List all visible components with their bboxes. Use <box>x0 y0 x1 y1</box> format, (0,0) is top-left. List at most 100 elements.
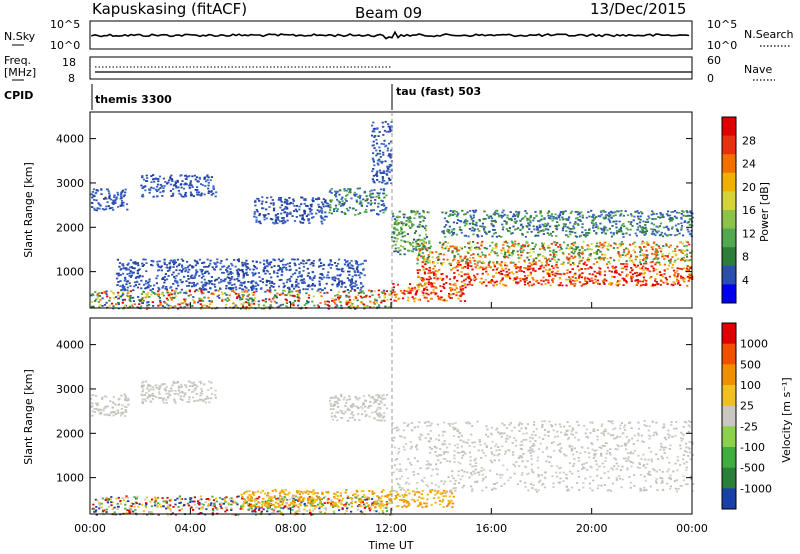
echo-cell <box>179 306 182 309</box>
echo-cell <box>553 259 556 262</box>
echo-cell <box>91 402 94 405</box>
echo-cell <box>425 236 429 238</box>
echo-cell <box>379 156 382 158</box>
echo-cell <box>436 277 439 280</box>
echo-cell <box>624 254 627 257</box>
echo-cell <box>302 221 305 224</box>
echo-cell <box>257 272 260 274</box>
echo-cell <box>615 210 619 212</box>
echo-cell <box>530 230 533 233</box>
colorbar-tick-label: 28 <box>742 134 756 147</box>
echo-cell <box>418 251 421 254</box>
echo-cell <box>635 284 638 286</box>
echo-cell <box>585 233 589 236</box>
echo-cell <box>212 187 215 189</box>
echo-cell <box>345 260 348 263</box>
echo-cell <box>445 276 448 279</box>
echo-cell <box>512 243 515 246</box>
echo-cell <box>594 222 598 224</box>
echo-cell <box>224 278 227 281</box>
echo-cell <box>124 188 127 191</box>
echo-cell <box>687 273 691 276</box>
echo-cell <box>572 263 576 266</box>
echo-cell <box>123 279 126 282</box>
echo-cell <box>527 259 530 261</box>
echo-cell <box>478 267 481 270</box>
echo-cell <box>120 408 123 410</box>
echo-cell <box>453 277 456 280</box>
echo-cell <box>117 281 120 283</box>
echo-cell <box>459 255 462 258</box>
echo-cell <box>303 304 306 306</box>
echo-cell <box>417 298 420 301</box>
echo-cell <box>220 503 223 506</box>
echo-cell <box>584 280 587 282</box>
echo-cell <box>238 279 241 282</box>
echo-cell <box>174 381 177 384</box>
echo-cell <box>286 207 289 210</box>
echo-cell <box>174 185 177 187</box>
echo-cell <box>393 223 396 225</box>
echo-cell <box>595 242 599 245</box>
echo-cell <box>569 280 572 283</box>
echo-cell <box>386 298 389 301</box>
echo-cell <box>311 271 314 273</box>
echo-cell <box>378 149 382 152</box>
echo-cell <box>303 209 306 212</box>
echo-cell <box>298 208 301 211</box>
echo-cell <box>184 193 187 196</box>
echo-cell <box>490 217 494 220</box>
echo-cell <box>293 295 296 298</box>
echo-cell <box>276 217 279 220</box>
echo-cell <box>359 282 363 284</box>
echo-cell <box>626 214 630 217</box>
echo-cell <box>127 496 130 499</box>
echo-cell <box>93 207 96 210</box>
echo-cell <box>632 249 635 252</box>
echo-cell <box>515 210 518 213</box>
echo-cell <box>187 284 190 287</box>
echo-cell <box>357 263 360 266</box>
echo-cell <box>239 284 242 286</box>
echo-cell <box>586 277 589 280</box>
echo-cell <box>173 296 176 299</box>
echo-cell <box>557 214 560 217</box>
echo-cell <box>300 262 303 264</box>
echo-cell <box>668 252 671 255</box>
echo-cell <box>342 203 345 206</box>
echo-cell <box>690 218 693 221</box>
echo-cell <box>195 176 199 179</box>
echo-cell <box>502 226 505 229</box>
echo-cell <box>519 219 522 222</box>
echo-cell <box>611 265 614 268</box>
echo-cell <box>421 257 424 259</box>
echo-cell <box>576 222 579 225</box>
echo-cell <box>340 410 343 412</box>
echo-cell <box>371 130 374 133</box>
echo-cell <box>351 302 354 305</box>
echo-cell <box>613 267 616 269</box>
echo-cell <box>187 175 190 178</box>
echo-cell <box>686 275 689 278</box>
echo-cell <box>675 217 678 220</box>
echo-cell <box>463 213 466 216</box>
echo-cell <box>191 298 195 301</box>
echo-cell <box>190 506 193 509</box>
echo-cell <box>657 245 660 248</box>
echo-cell <box>111 406 114 409</box>
echo-cell <box>193 174 196 177</box>
echo-cell <box>659 213 662 216</box>
echo-cell <box>403 253 406 256</box>
echo-cell <box>686 211 689 214</box>
power-echo-layer <box>90 120 694 310</box>
echo-cell <box>623 279 626 282</box>
echo-cell <box>449 245 452 248</box>
echo-cell <box>657 215 660 218</box>
echo-cell <box>189 182 192 184</box>
echo-cell <box>408 290 411 293</box>
echo-cell <box>584 235 587 238</box>
echo-cell <box>583 234 586 236</box>
echo-cell <box>564 225 567 228</box>
echo-cell <box>436 256 439 259</box>
echo-cell <box>370 209 373 212</box>
